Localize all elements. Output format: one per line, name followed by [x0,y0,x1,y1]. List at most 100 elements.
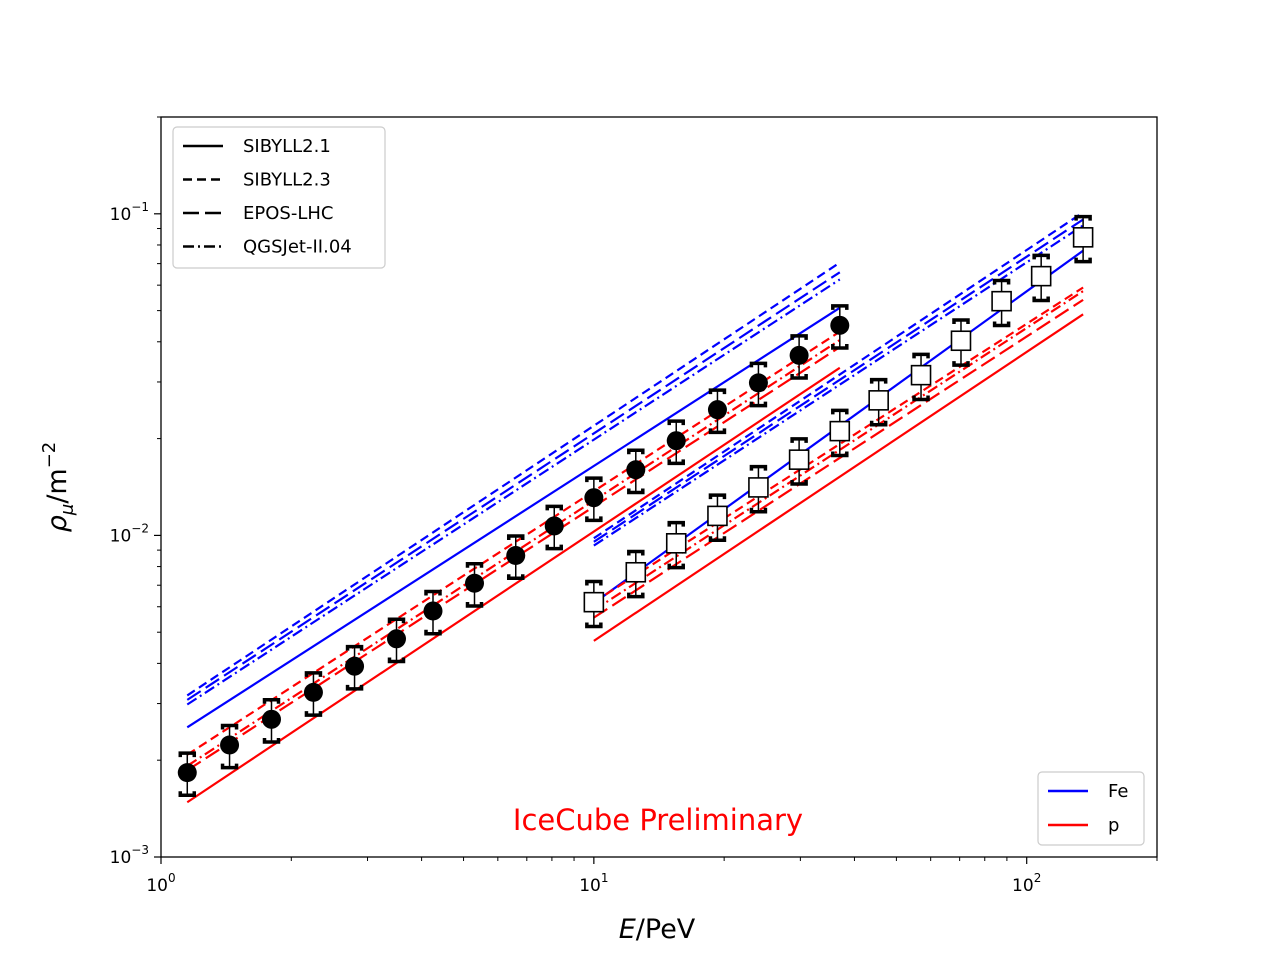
data-point [544,504,564,551]
marker-circle [423,601,443,621]
legend-primaries: Fe p [1037,771,1145,846]
data-point [665,520,687,570]
marker-circle [465,573,485,593]
error-cap-top [465,561,484,568]
error-cap-top [545,504,563,511]
legend-label: EPOS-LHC [243,203,333,224]
error-cap-top [585,579,603,586]
model-line-fe [186,271,841,701]
marker-square [788,449,810,470]
y-tick-label: 10−1 [110,200,149,225]
marker-square [868,390,889,411]
error-cap-top [992,278,1011,285]
marker-circle [748,373,768,393]
marker-square [910,364,932,386]
marker-circle [544,516,564,536]
model-line-fe [186,278,841,706]
marker-circle [584,488,604,508]
marker-square [748,477,769,498]
data-point [788,437,810,486]
marker-circle [707,400,727,420]
marker-circle [789,345,809,365]
marker-square [991,290,1012,312]
error-cap-bottom [585,516,603,523]
marker-circle [220,735,240,755]
data-point [220,723,240,770]
data-point [868,377,889,427]
model-line-p [186,339,841,767]
data-point [789,334,809,380]
marker-circle [386,629,406,649]
data-point [625,549,647,599]
axis-ticks: 100 101 102 10−3 10−2 10−1 [110,116,1158,896]
marker-square [707,505,728,527]
legend-label: SIBYLL2.1 [243,136,331,157]
data-point [950,318,972,367]
legend-models: SIBYLL2.1 SIBYLL2.3 EPOS-LHC QGSJet-II.04 [172,126,386,269]
data-points [177,214,1094,798]
data-point [707,388,727,435]
error-cap-top [424,589,442,596]
marker-circle [345,656,365,676]
data-point [261,698,281,744]
data-point [345,644,365,691]
data-point [177,751,197,798]
error-cap-bottom [831,451,849,458]
marker-circle [666,431,686,451]
marker-square [829,420,851,442]
error-cap-top [952,318,970,325]
error-cap-bottom [749,401,768,408]
model-line-p [593,313,1084,642]
model-line-fe [186,306,841,729]
data-point [707,493,728,542]
x-tick-label: 101 [579,871,608,896]
x-axis-label: E/PeV [619,914,696,945]
model-line-p [593,286,1084,604]
error-cap-bottom [1074,257,1092,264]
error-cap-bottom [178,791,197,798]
legend-label: Fe [1108,781,1128,802]
error-cap-bottom [667,459,685,466]
error-cap-bottom [1032,296,1050,303]
svg-text:ρμ/m−2: ρμ/m−2 [39,442,78,533]
error-cap-bottom [545,544,563,551]
data-point [1030,253,1052,303]
marker-circle [261,709,281,729]
data-point [303,671,323,717]
data-point [583,579,605,629]
error-cap-top [749,361,768,368]
data-point [830,304,850,350]
data-point [626,448,646,495]
data-point [1072,214,1094,264]
data-point [423,589,443,636]
model-line-p [186,330,841,756]
x-tick-label: 100 [146,871,175,896]
data-point [748,464,769,514]
model-line-p [593,290,1084,612]
error-cap-bottom [627,592,645,599]
marker-circle [177,763,197,783]
data-point [386,617,406,664]
data-point [506,534,526,580]
marker-square [665,533,687,554]
marker-circle [303,682,323,702]
model-line-p [593,298,1084,619]
preliminary-annotation: IceCube Preliminary [513,803,803,837]
error-cap-top [912,352,930,359]
plot-frame [160,116,1158,858]
marker-circle [506,545,526,565]
legend-box [172,126,386,269]
data-point [991,278,1012,328]
data-point [910,352,932,402]
legend-label: p [1108,815,1119,836]
marker-square [625,561,647,583]
data-point [584,476,604,523]
marker-square [950,330,972,352]
y-axis-label: ρμ/m−2 [39,442,78,533]
data-point [748,361,768,408]
error-cap-bottom [708,428,727,435]
model-line-p [186,366,841,804]
y-tick-label: 10−2 [110,521,149,546]
legend-label: SIBYLL2.3 [243,170,331,191]
